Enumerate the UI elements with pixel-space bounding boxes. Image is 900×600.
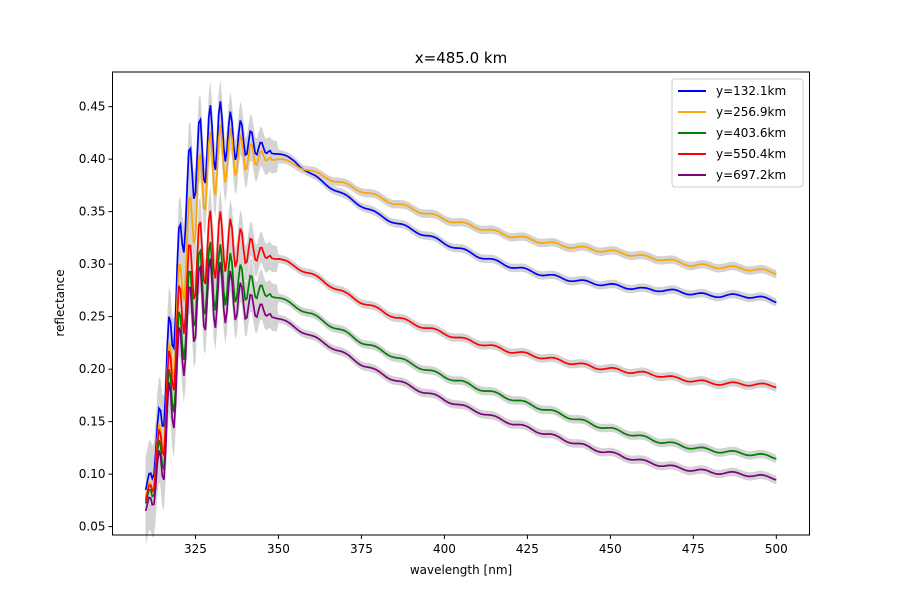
- x-axis-label: wavelength [nm]: [410, 563, 512, 577]
- series-line-5: [144, 258, 777, 512]
- uncertainty-band-3: [145, 218, 777, 538]
- x-axis: 325 350 375 400 425 450 475 500: [184, 535, 788, 556]
- legend-box: [671, 78, 804, 188]
- legend-label-3: y=403.6km: [716, 126, 786, 140]
- series-line-2: [144, 124, 777, 498]
- y-tick-label: 0.15: [79, 415, 106, 429]
- series-line-3: [144, 241, 777, 504]
- x-tick-label: 350: [267, 542, 290, 556]
- y-axis: 0.05 0.10 0.15 0.20 0.25 0.30 0.35 0.40 0.45: [79, 100, 113, 534]
- x-tick-label: 400: [433, 542, 456, 556]
- x-tick-label: 450: [599, 542, 622, 556]
- legend-label-1: y=132.1km: [716, 84, 786, 98]
- x-tick-label: 475: [682, 542, 705, 556]
- y-tick-label: 0.30: [79, 257, 106, 271]
- y-tick-label: 0.20: [79, 362, 106, 376]
- uncertainty-band-4: [145, 187, 777, 535]
- plot-area-frame: [112, 71, 810, 536]
- x-tick-label: 375: [350, 542, 373, 556]
- y-tick-label: 0.35: [79, 205, 106, 219]
- chart-title: x=485.0 km: [415, 49, 507, 67]
- x-tick-label: 325: [184, 542, 207, 556]
- x-tick-label: 500: [765, 542, 788, 556]
- series-line-4: [144, 210, 777, 501]
- y-tick-label: 0.40: [79, 152, 106, 166]
- y-tick-label: 0.05: [79, 520, 106, 534]
- legend: y=132.1km y=256.9km y=403.6km y=550.4km y=69…: [671, 78, 804, 188]
- x-tick-label: 425: [516, 542, 539, 556]
- legend-label-2: y=256.9km: [716, 105, 786, 119]
- series-lines: [144, 101, 777, 512]
- series-line-1: [144, 101, 777, 491]
- y-tick-label: 0.45: [79, 100, 106, 114]
- y-tick-label: 0.10: [79, 467, 106, 481]
- y-axis-label: reflectance: [53, 269, 67, 336]
- legend-label-4: y=550.4km: [716, 147, 786, 161]
- y-tick-label: 0.25: [79, 310, 106, 324]
- legend-label-5: y=697.2km: [716, 168, 786, 182]
